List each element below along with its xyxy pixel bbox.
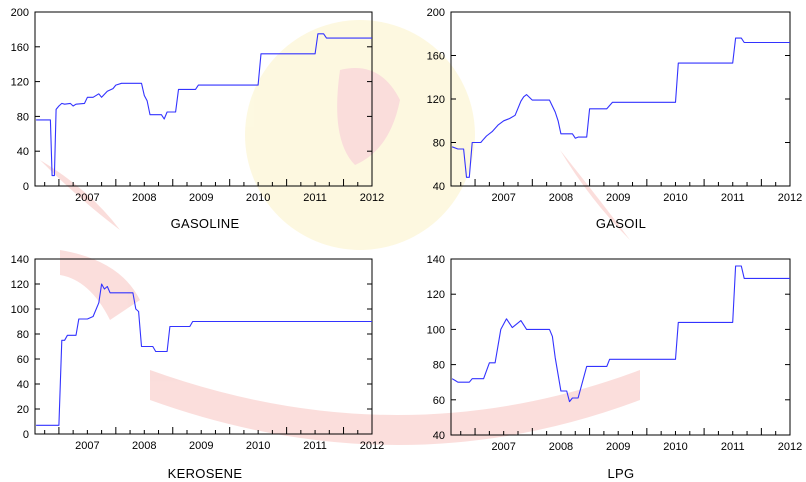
gasoil-y-tick-label: 40 bbox=[433, 181, 445, 193]
kerosene-y-tick-label: 60 bbox=[17, 354, 29, 366]
gasoil-chart-panel: 40 80 120 160 200 2007 2008 2009 2010 2011 2012 GA… bbox=[403, 0, 806, 240]
lpg-y-tick-label: 140 bbox=[427, 254, 445, 266]
gasoline-plot-frame bbox=[34, 11, 373, 187]
kerosene-x-tick-label: 2008 bbox=[132, 440, 156, 452]
gasoline-x-tick-label: 2009 bbox=[189, 192, 213, 204]
gasoline-x-tick-label: 2011 bbox=[303, 192, 327, 204]
watermark-left-ribbon bbox=[60, 250, 140, 320]
gasoil-chart: 40 80 120 160 200 2007 2008 2009 2010 2011 2012 bbox=[427, 7, 803, 204]
lpg-x-tick-label: 2010 bbox=[663, 441, 687, 453]
gasoil-y-tick-label: 80 bbox=[433, 138, 445, 150]
kerosene-y-tick-label: 80 bbox=[17, 329, 29, 341]
gasoline-chart-title: GASOLINE bbox=[170, 216, 240, 231]
gasoil-x-tick-label: 2008 bbox=[549, 192, 573, 204]
kerosene-chart-panel: 0 20 40 60 80 100 120 140 2007 2008 2009 2010 2011 20… bbox=[0, 240, 400, 482]
lpg-y-tick-label: 60 bbox=[433, 395, 445, 407]
gasoil-y-tick-label: 120 bbox=[427, 94, 445, 106]
watermark-right-flame bbox=[560, 150, 630, 240]
watermark-sun bbox=[245, 20, 475, 250]
lpg-y-tick-label: 100 bbox=[427, 324, 445, 336]
lpg-chart: 40 60 80 100 120 140 2007 2008 2009 2010 2011 2012 bbox=[427, 254, 803, 453]
kerosene-chart: 0 20 40 60 80 100 120 140 2007 2008 2009 2010 2011 20… bbox=[11, 254, 385, 452]
lpg-x-tick-label: 2011 bbox=[721, 441, 745, 453]
lpg-y-tick-label: 40 bbox=[433, 430, 445, 442]
lpg-y-tick-label: 120 bbox=[427, 289, 445, 301]
kerosene-plot-frame bbox=[34, 258, 373, 435]
gasoil-x-tick-label: 2010 bbox=[663, 192, 687, 204]
gasoline-y-tick-label: 120 bbox=[11, 77, 29, 89]
gasoline-x-tick-label: 2012 bbox=[360, 192, 384, 204]
lpg-plot-frame bbox=[450, 258, 791, 436]
gasoline-y-tick-label: 40 bbox=[17, 146, 29, 158]
gasoil-y-tick-label: 160 bbox=[427, 51, 445, 63]
kerosene-y-tick-label: 20 bbox=[17, 404, 29, 416]
gasoline-y-tick-label: 200 bbox=[11, 7, 29, 19]
gasoil-y-tick-label: 200 bbox=[427, 7, 445, 19]
gasoil-x-tick-label: 2009 bbox=[606, 192, 630, 204]
gasoline-x-tick-label: 2007 bbox=[75, 192, 99, 204]
gasoline-x-tick-label: 2008 bbox=[132, 192, 156, 204]
lpg-y-tick-label: 80 bbox=[433, 360, 445, 372]
kerosene-x-tick-label: 2011 bbox=[303, 440, 327, 452]
gasoline-chart: 0 40 80 120 160 200 2007 2008 2009 2010 2011 2012 bbox=[11, 7, 385, 204]
lpg-series-line bbox=[451, 265, 790, 403]
gasoline-y-tick-label: 80 bbox=[17, 111, 29, 123]
gasoline-series-line bbox=[36, 33, 372, 177]
kerosene-y-tick-label: 0 bbox=[23, 429, 29, 441]
kerosene-x-tick-label: 2009 bbox=[189, 440, 213, 452]
kerosene-y-tick-label: 120 bbox=[11, 279, 29, 291]
lpg-x-tick-label: 2007 bbox=[491, 441, 515, 453]
lpg-x-tick-label: 2009 bbox=[606, 441, 630, 453]
lpg-chart-panel: 40 60 80 100 120 140 2007 2008 2009 2010 2011 2012 … bbox=[403, 240, 806, 482]
kerosene-chart-title: KEROSENE bbox=[167, 466, 243, 481]
lpg-chart-title: LPG bbox=[607, 466, 635, 481]
watermark-banner bbox=[150, 370, 640, 445]
kerosene-x-tick-label: 2012 bbox=[360, 440, 384, 452]
kerosene-y-tick-label: 140 bbox=[11, 254, 29, 266]
gasoil-x-tick-label: 2007 bbox=[491, 192, 515, 204]
gasoline-y-tick-label: 0 bbox=[23, 181, 29, 193]
gasoil-series-line bbox=[451, 37, 790, 178]
lpg-x-tick-label: 2008 bbox=[549, 441, 573, 453]
gasoline-y-tick-label: 160 bbox=[11, 42, 29, 54]
watermark-left-flame bbox=[40, 160, 120, 230]
kerosene-x-tick-label: 2007 bbox=[75, 440, 99, 452]
lpg-x-tick-label: 2012 bbox=[778, 441, 802, 453]
gasoil-x-tick-label: 2012 bbox=[778, 192, 802, 204]
gasoil-x-tick-label: 2011 bbox=[721, 192, 745, 204]
gasoline-chart-panel: 0 40 80 120 160 200 2007 2008 2009 2010 2011 2012 G… bbox=[0, 0, 400, 240]
gasoil-chart-title: GASOIL bbox=[595, 216, 647, 231]
kerosene-x-tick-label: 2010 bbox=[246, 440, 270, 452]
kerosene-y-tick-label: 40 bbox=[17, 379, 29, 391]
gasoline-x-tick-label: 2010 bbox=[246, 192, 270, 204]
kerosene-series-line bbox=[36, 283, 372, 426]
kerosene-y-tick-label: 100 bbox=[11, 304, 29, 316]
